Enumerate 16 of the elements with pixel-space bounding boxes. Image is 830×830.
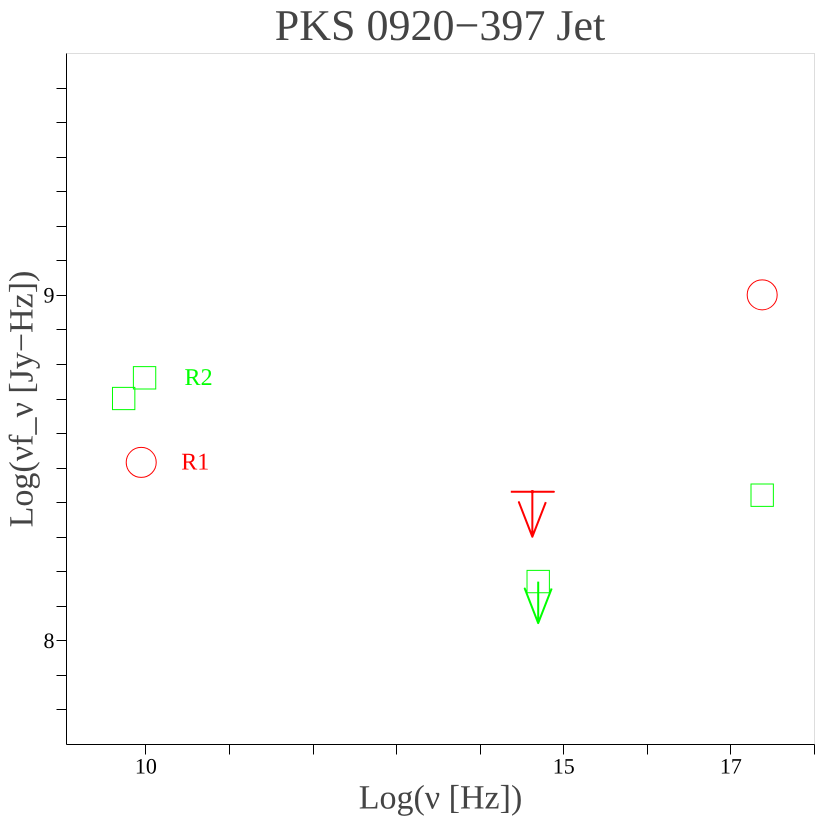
point	[526, 570, 550, 594]
x-tick-label: 15	[552, 754, 575, 778]
point	[112, 386, 136, 410]
y-tick-label: 8	[44, 628, 54, 653]
point	[132, 366, 156, 390]
point	[750, 484, 774, 507]
series-label: R2	[184, 364, 213, 391]
point	[746, 279, 778, 310]
y-tick-label: 9	[44, 282, 54, 308]
y-axis-title: Log(νf_ν [Jy−Hz])	[4, 270, 40, 528]
x-tick-label: 17	[720, 754, 742, 778]
series-label: R1	[181, 449, 210, 476]
x-axis-title: Log(ν [Hz])	[358, 780, 522, 816]
point	[126, 446, 157, 478]
chart-title: PKS 0920−397 Jet	[274, 1, 606, 50]
x-tick-label: 10	[134, 754, 157, 778]
